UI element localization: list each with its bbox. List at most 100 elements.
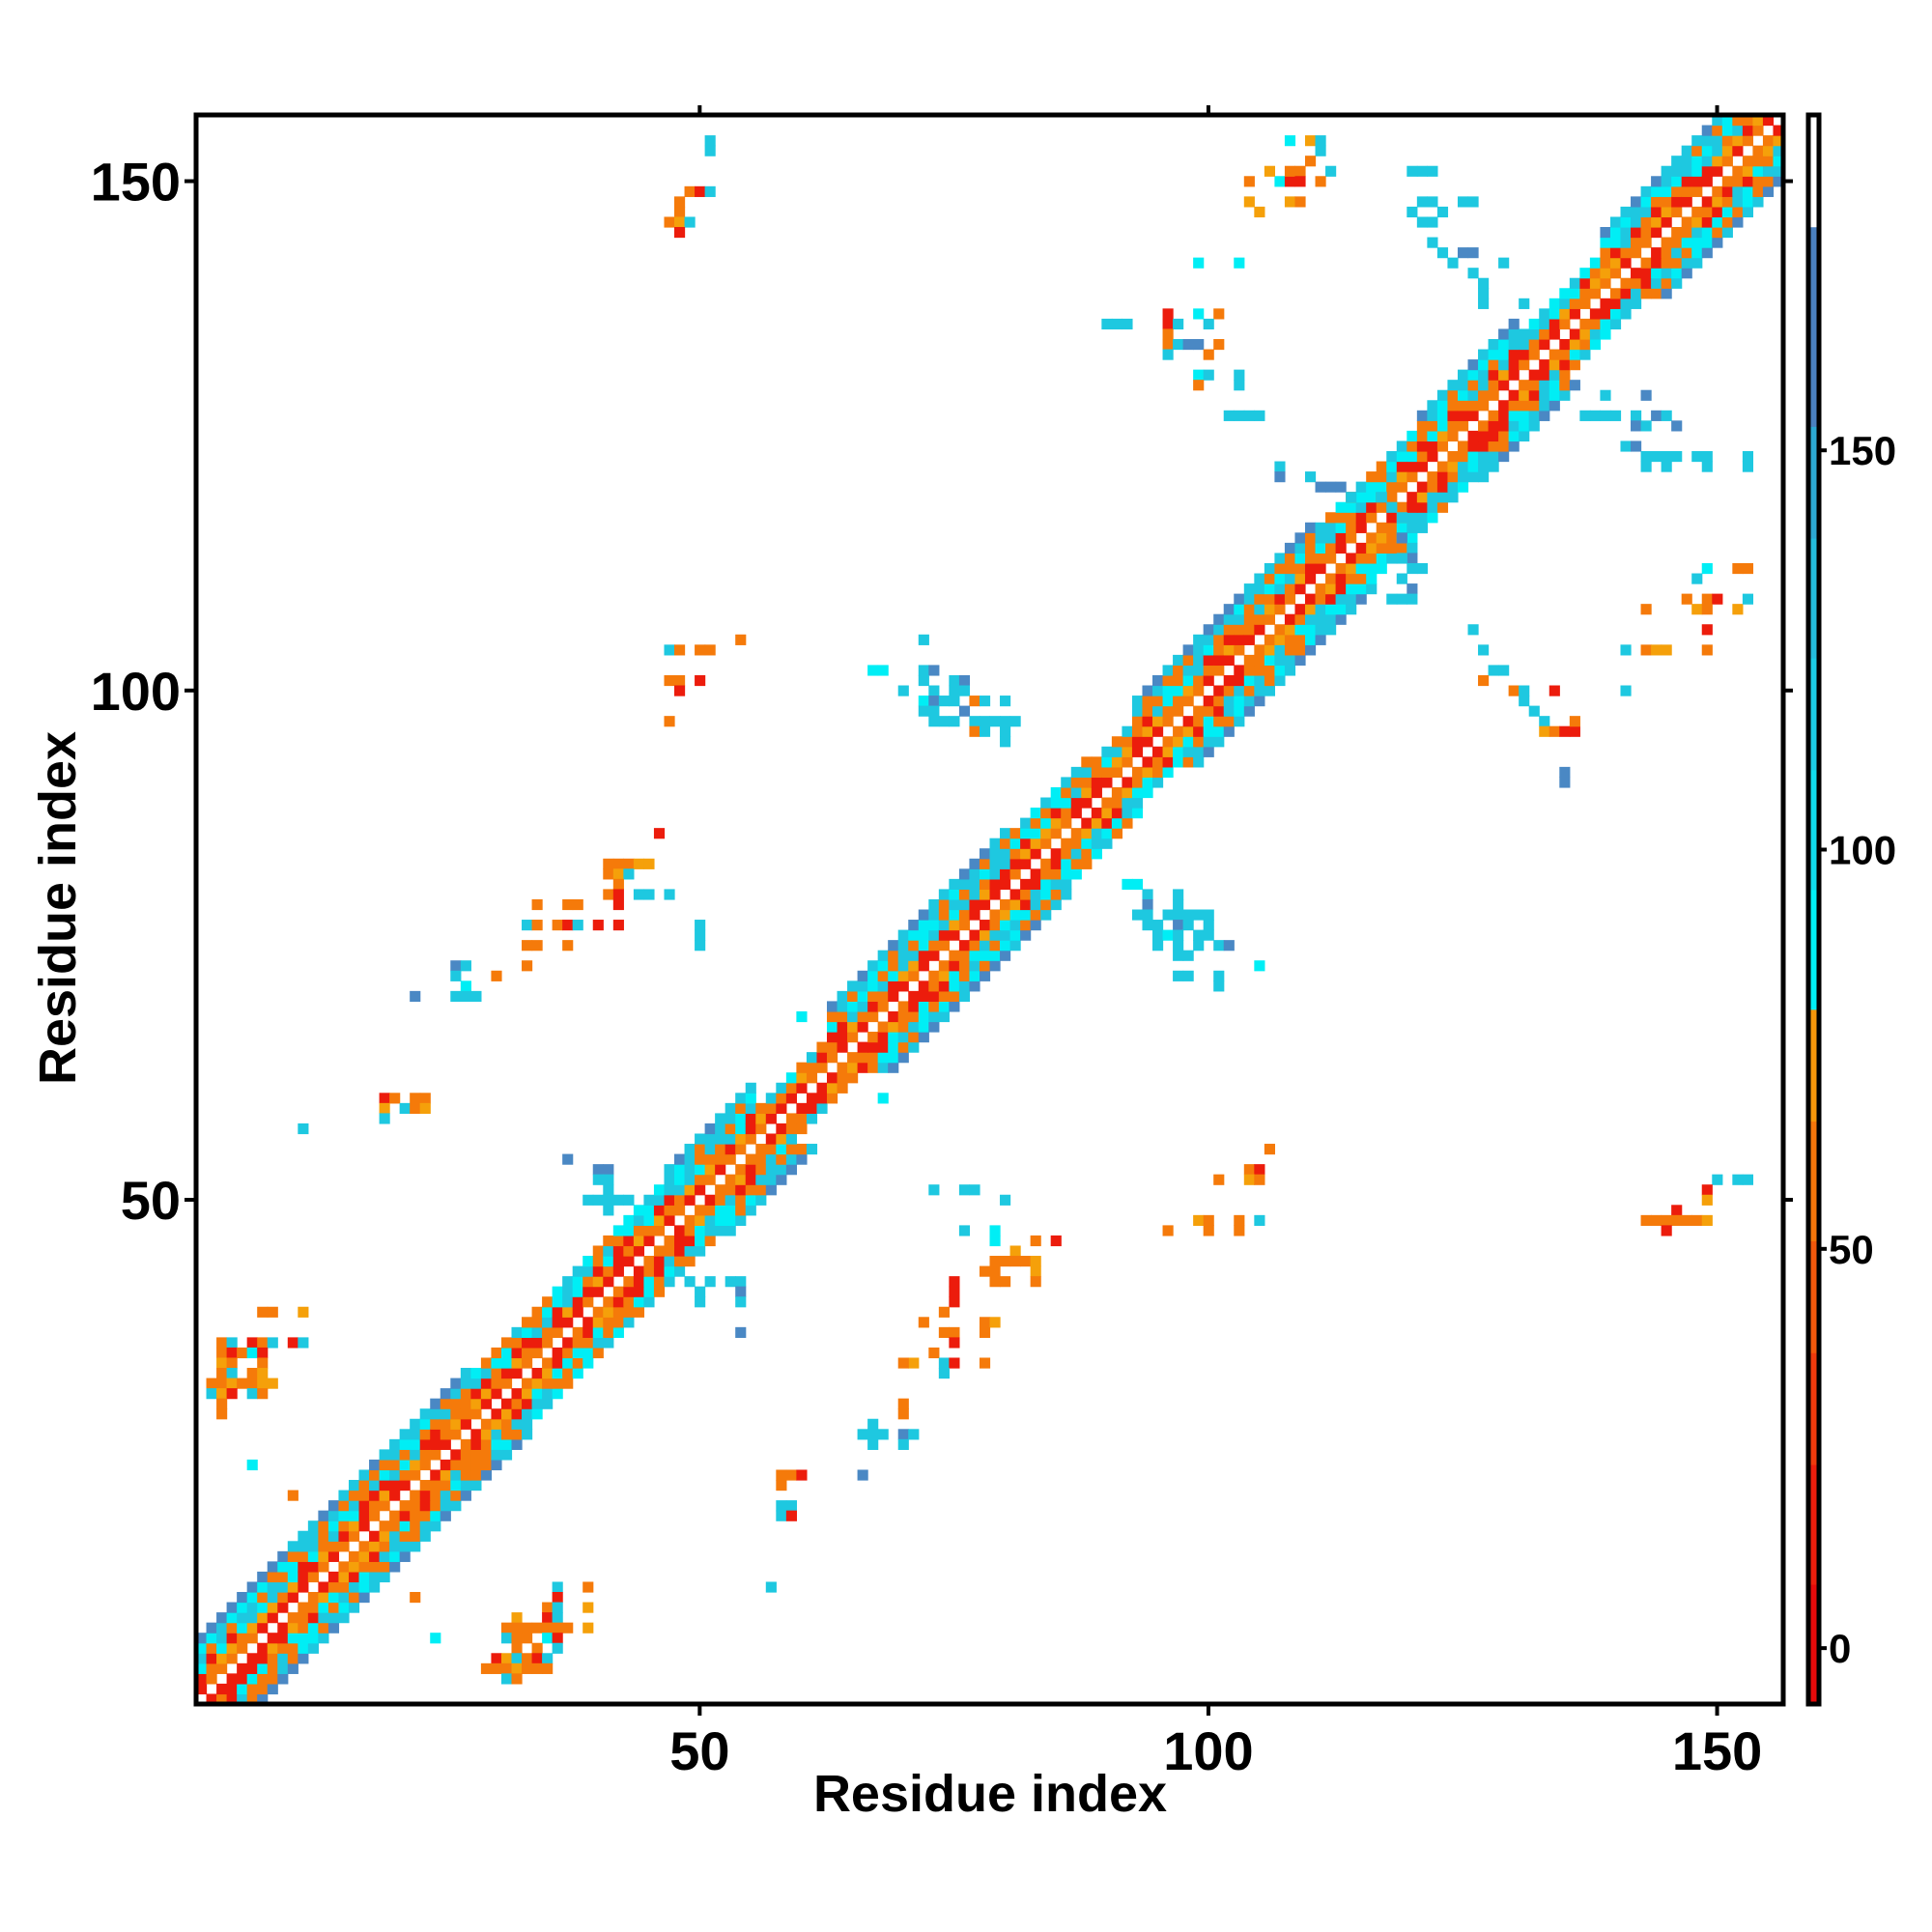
heatmap-cell [1478,359,1490,371]
heatmap-cell [1436,410,1449,421]
heatmap-cell [918,980,929,992]
heatmap-cell [522,1357,533,1369]
heatmap-cell [1488,461,1499,472]
heatmap-cell [410,1429,421,1440]
heatmap-cell [612,898,624,911]
heatmap-cell [643,1205,655,1216]
heatmap-cell [1173,940,1184,952]
heatmap-cell [938,980,950,992]
heatmap-cell [1488,450,1499,463]
heatmap-cell [1436,461,1449,472]
heatmap-cell [1396,522,1407,533]
heatmap-cell [755,1164,767,1176]
heatmap-cell [592,1347,604,1359]
heatmap-cell [419,1429,431,1440]
heatmap-cell [1020,858,1032,869]
heatmap-cell [369,1550,381,1562]
heatmap-cell [1081,756,1093,768]
heatmap-cell [1396,461,1407,472]
heatmap-cell [298,1653,309,1664]
heatmap-cell [1406,522,1418,533]
heatmap-cell [847,1010,859,1023]
heatmap-cell [1386,522,1398,533]
heatmap-cell [480,1378,493,1389]
heatmap-cell [246,1388,258,1400]
heatmap-cell [460,960,471,972]
heatmap-cell [908,1357,920,1369]
heatmap-cell [1030,878,1041,891]
heatmap-cell [1681,145,1692,156]
heatmap-cell [1355,583,1367,595]
heatmap-cell [1243,583,1255,595]
heatmap-cell [430,1520,441,1532]
heatmap-cell [460,1378,471,1389]
heatmap-cell [460,1408,471,1420]
heatmap-cell [399,1520,411,1532]
heatmap-cell [592,1276,604,1288]
heatmap-cell [1732,165,1744,177]
heatmap-cell [460,1480,471,1492]
heatmap-cell [522,1388,533,1400]
heatmap-cell [572,1326,583,1338]
colorbar-tick-label: 100 [1829,828,1896,873]
heatmap-cell [1173,920,1184,931]
heatmap-cell [867,1041,879,1053]
heatmap-cell [562,940,574,952]
heatmap-cell [1173,929,1184,941]
heatmap-cell [1009,920,1021,931]
heatmap-cell [511,1388,523,1400]
heatmap-cell [1050,828,1062,839]
heatmap-cell [969,929,980,941]
heatmap-cell [633,1276,645,1288]
heatmap-cell [1508,369,1520,381]
heatmap-cell [246,1693,258,1705]
heatmap-cell [1701,135,1713,147]
heatmap-cell [1131,716,1144,727]
heatmap-cell [246,1653,258,1664]
heatmap-cell [1478,380,1490,391]
heatmap-cell [1223,705,1235,717]
heatmap-cell [1661,257,1672,269]
heatmap-cell [1081,766,1093,779]
heatmap-cell [1355,553,1367,564]
heatmap-cell [246,1683,258,1695]
heatmap-cell [298,1581,309,1593]
heatmap-cell [1264,613,1275,625]
heatmap-cell [1213,940,1225,952]
heatmap-cell [369,1469,381,1481]
heatmap-cell [1651,450,1662,463]
heatmap-cell [1508,328,1520,340]
heatmap-cell [958,909,971,921]
heatmap-cell [695,929,706,941]
heatmap-cell [267,1378,278,1389]
heatmap-cell [755,1122,767,1135]
heatmap-cell [1152,705,1164,717]
heatmap-cell [369,1500,381,1512]
heatmap-cell [399,1429,411,1440]
heatmap-cell [1457,450,1469,463]
heatmap-cell [1569,359,1580,371]
heatmap-cell [1009,848,1021,860]
heatmap-cell [399,1550,411,1562]
heatmap-cell [389,1520,401,1532]
heatmap-cell [1325,613,1337,625]
heatmap-cell [1152,777,1164,788]
heatmap-cell [785,1500,797,1512]
heatmap-cell [1000,950,1011,961]
heatmap-cell [327,1571,340,1583]
heatmap-cell [1742,196,1754,208]
heatmap-cell [410,1510,421,1521]
heatmap-cell [1508,359,1520,371]
heatmap-cell [1131,878,1144,891]
heatmap-cell [246,1378,258,1389]
heatmap-cell [1050,889,1062,900]
heatmap-cell [542,1368,554,1379]
heatmap-cell [500,1429,513,1440]
heatmap-cell [460,1469,471,1481]
heatmap-cell [1315,583,1326,595]
heatmap-cell [1162,746,1174,757]
heatmap-cell [796,1010,808,1023]
heatmap-cell [989,716,1001,727]
heatmap-cell [1548,359,1560,371]
heatmap-cell [298,1530,309,1542]
